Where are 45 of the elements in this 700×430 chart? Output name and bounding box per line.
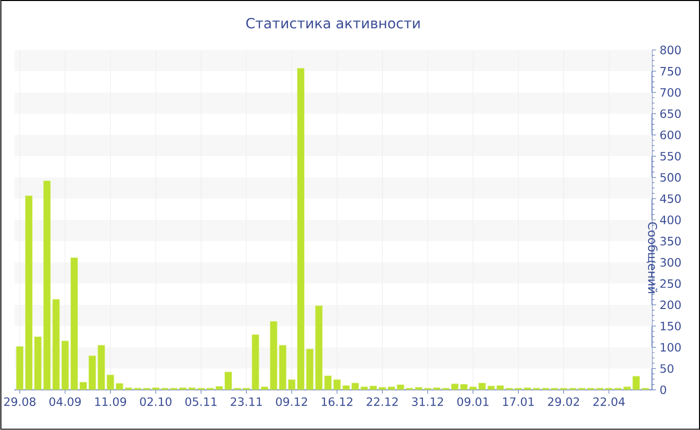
bar — [98, 345, 106, 390]
x-tick-label: 23.11 — [230, 397, 262, 406]
y-tick-label: 750 — [660, 66, 681, 76]
chart-title: Статистика активности — [246, 18, 420, 29]
bar — [25, 196, 33, 390]
y-tick-label: 600 — [660, 130, 681, 140]
x-tick-label: 04.09 — [49, 397, 81, 406]
bar — [270, 321, 278, 390]
y-tick-label: 0 — [660, 386, 666, 394]
y-tick-label: 200 — [660, 300, 681, 310]
y-tick-label: 50 — [660, 364, 674, 373]
bar — [278, 345, 286, 390]
x-tick-label: 29.02 — [548, 397, 579, 406]
x-tick-label: 22.12 — [366, 397, 398, 406]
y-tick-label: 350 — [660, 236, 681, 246]
bar — [70, 258, 78, 390]
x-tick-label: 11.09 — [95, 397, 126, 406]
bar — [88, 356, 96, 390]
y-tick-label: 250 — [660, 279, 681, 288]
y-tick-label: 400 — [660, 216, 681, 224]
bar — [306, 348, 314, 390]
bar — [297, 68, 305, 390]
x-tick-label: 02.10 — [140, 397, 172, 406]
bar — [16, 346, 24, 390]
y-tick-label: 150 — [660, 322, 681, 331]
bar — [315, 306, 323, 390]
y-tick-label: 450 — [660, 194, 681, 204]
bar — [61, 340, 69, 390]
x-tick-label: 31.12 — [412, 397, 443, 406]
x-tick-label: 16.12 — [322, 397, 352, 406]
x-tick-label: 29.08 — [4, 397, 36, 406]
y-axis-title: Сообщений — [646, 222, 658, 294]
y-tick-label: 650 — [660, 109, 681, 118]
y-tick-label: 500 — [660, 173, 681, 182]
x-tick-label: 05.11 — [185, 397, 216, 406]
y-tick-label: 100 — [660, 343, 681, 352]
x-tick-label: 09.01 — [457, 397, 488, 406]
y-tick-label: 550 — [660, 152, 681, 161]
y-tick-label: 300 — [660, 258, 681, 267]
bar — [34, 336, 42, 390]
y-tick-label: 700 — [660, 88, 681, 97]
x-tick-label: 17.01 — [503, 397, 534, 406]
x-tick-label: 22.04 — [593, 397, 625, 406]
y-tick-label: 800 — [660, 46, 681, 54]
x-tick-label: 09.12 — [276, 397, 308, 406]
